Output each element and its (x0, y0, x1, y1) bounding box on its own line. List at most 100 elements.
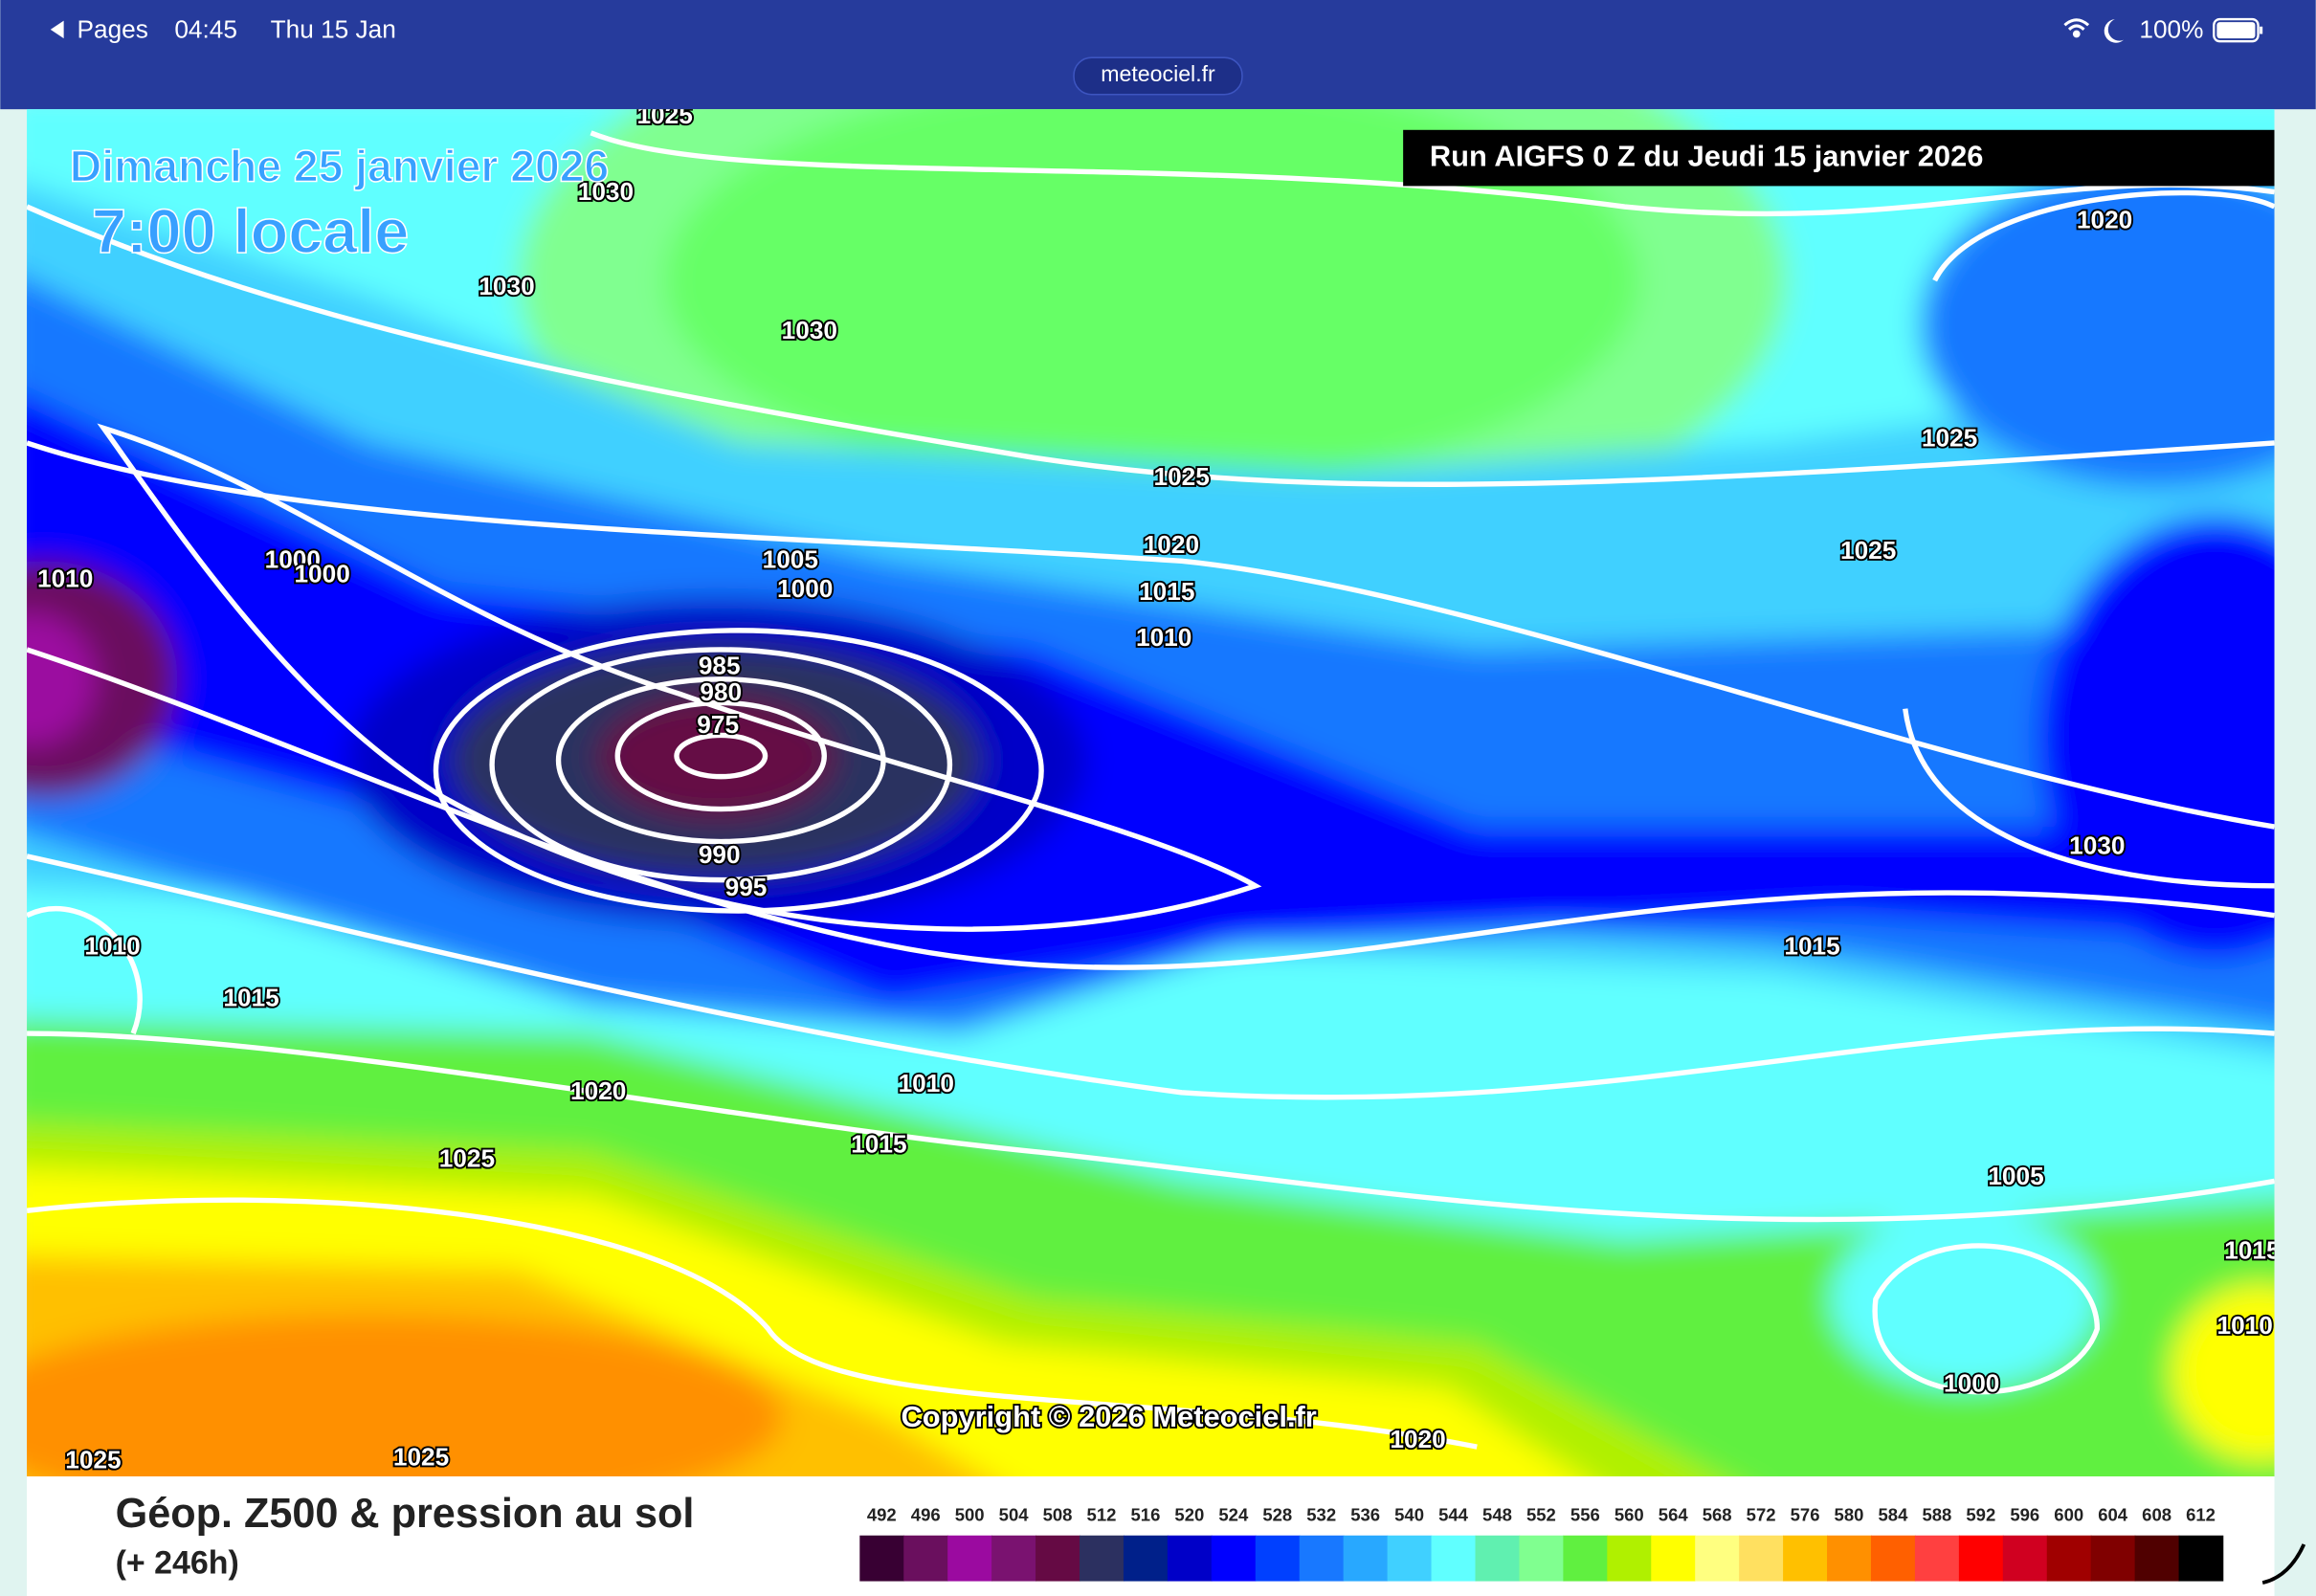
isobar-label: 1020 (1144, 530, 1199, 559)
scale-label: 548 (1482, 1505, 1512, 1525)
scale-swatch (1827, 1535, 1872, 1582)
isobar-label: 1025 (1840, 536, 1896, 565)
scale-label: 552 (1526, 1505, 1556, 1525)
scale-label: 524 (1218, 1505, 1249, 1525)
scale-label: 508 (1043, 1505, 1073, 1525)
isobar-label: 1025 (1922, 424, 1977, 453)
battery-icon (2213, 17, 2263, 43)
scale-swatch (1563, 1535, 1609, 1582)
date: Thu 15 Jan (271, 14, 396, 43)
scale-label: 600 (2054, 1505, 2083, 1525)
scale-label: 520 (1174, 1505, 1204, 1525)
isobar-label: 1000 (294, 560, 349, 588)
scale-swatch (859, 1535, 905, 1582)
run-box (1403, 129, 2275, 187)
scale-swatch (2134, 1535, 2180, 1582)
scale-label: 568 (1703, 1505, 1732, 1525)
scale-swatch (1739, 1535, 1784, 1582)
isobar-label: 1010 (1136, 623, 1191, 652)
isobar-label: 1020 (1390, 1425, 1445, 1453)
scale-label: 560 (1615, 1505, 1644, 1525)
scale-swatch (1783, 1535, 1828, 1582)
scale-label: 592 (1966, 1505, 1995, 1525)
scale-swatch (1036, 1535, 1080, 1582)
scale-swatch (1519, 1535, 1565, 1582)
isobar-label: 1020 (570, 1076, 626, 1105)
scale-label: 580 (1835, 1505, 1864, 1525)
isobar-label: 1005 (1988, 1162, 2043, 1190)
back-icon (50, 20, 64, 39)
url: meteociel.fr (1101, 61, 1215, 86)
scale-swatch (903, 1535, 948, 1582)
forecast-date: Dimanche 25 janvier 2026 (70, 142, 609, 191)
moon-icon (2104, 19, 2125, 43)
isobar-label: 1000 (1944, 1368, 1999, 1397)
legend-title: Géop. Z500 & pression au sol (116, 1491, 695, 1537)
scale-swatch (2046, 1535, 2092, 1582)
scale-label: 496 (911, 1505, 941, 1525)
scale-label: 564 (1659, 1505, 1689, 1525)
scale-swatch (947, 1535, 992, 1582)
scale-swatch (1211, 1535, 1257, 1582)
isobar-labels: 1025 1030 1030 1030 1020 1025 1025 1025 1010 1000… (35, 100, 2280, 1475)
scale-label: 588 (1922, 1505, 1951, 1525)
scale-swatch (1080, 1535, 1125, 1582)
scale-swatch (1695, 1535, 1740, 1582)
scale-swatch (1299, 1535, 1345, 1582)
isobar-label: 1025 (393, 1442, 449, 1471)
scale-swatch (1958, 1535, 2004, 1582)
isobar-label: 1030 (578, 177, 634, 206)
isobar-label: 1010 (899, 1069, 954, 1097)
scale-label: 584 (1879, 1505, 1909, 1525)
scale-label: 576 (1791, 1505, 1820, 1525)
isobar-label: 995 (725, 873, 768, 901)
scale-swatch (1914, 1535, 1960, 1582)
isobar-label: 1030 (479, 272, 534, 300)
isobar-label: 980 (700, 677, 742, 706)
scale-label: 596 (2010, 1505, 2039, 1525)
battery-level: 100% (2139, 14, 2203, 43)
isobar-label: 1000 (265, 544, 321, 573)
isobar-label: 1025 (65, 1446, 121, 1474)
isobar-label: 1025 (1154, 462, 1210, 491)
isobar-label: 1025 (636, 100, 692, 129)
scale-swatch (1343, 1535, 1389, 1582)
scale-swatch (2002, 1535, 2048, 1582)
run-label: Run AIGFS 0 Z du Jeudi 15 janvier 2026 (1430, 139, 1984, 172)
scale-label: 540 (1394, 1505, 1424, 1525)
isobar-label: 1010 (84, 932, 140, 961)
scale-label: 572 (1747, 1505, 1776, 1525)
isobar-label: 1015 (2224, 1235, 2280, 1264)
wifi-icon (2063, 18, 2090, 38)
isobar-label: 1020 (2077, 205, 2132, 233)
back-label: Pages (78, 14, 148, 43)
isobar-label: 1000 (777, 574, 833, 603)
isobar-label: 1030 (2069, 831, 2125, 860)
scale-swatch (1870, 1535, 1916, 1582)
isobar-label: 1010 (37, 564, 93, 592)
color-scale: 492 496 500 504 508 512 516 520 524 528 532 536 540 5… (859, 1505, 2224, 1582)
scale-label: 612 (2186, 1505, 2216, 1525)
scale-label: 532 (1306, 1505, 1336, 1525)
copyright: Copyright © 2026 Meteociel.fr (902, 1400, 1317, 1433)
back-button[interactable]: Pages (50, 14, 148, 43)
scale-swatch (1607, 1535, 1653, 1582)
scale-label: 492 (867, 1505, 897, 1525)
isobar-label: 1015 (1139, 577, 1194, 606)
scale-label: 516 (1130, 1505, 1160, 1525)
scale-label: 608 (2142, 1505, 2171, 1525)
isobar-label: 1015 (851, 1129, 906, 1158)
scale-swatch (1255, 1535, 1301, 1582)
scale-swatch (2178, 1535, 2224, 1582)
isobar-label: 1025 (439, 1144, 495, 1173)
scale-swatch (1123, 1535, 1169, 1582)
isobar-label: 1030 (782, 316, 837, 344)
isobar-label: 1015 (223, 984, 278, 1012)
scale-label: 504 (999, 1505, 1030, 1525)
isobars (27, 130, 2275, 1450)
scale-swatch (1651, 1535, 1696, 1582)
isobar-label: 990 (699, 840, 741, 869)
address-bar[interactable]: meteociel.fr (1073, 56, 1243, 96)
